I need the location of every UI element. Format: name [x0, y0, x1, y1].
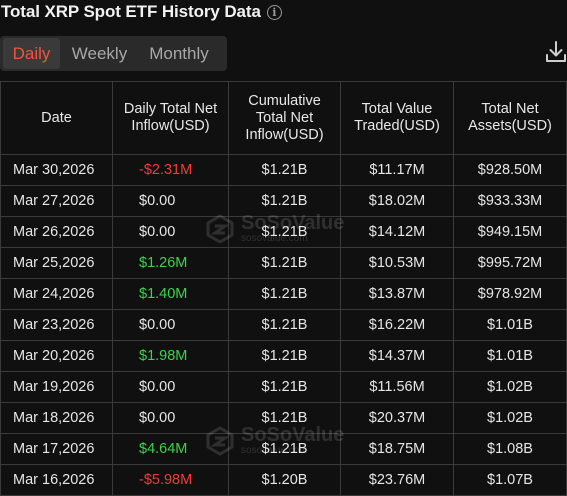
cumulative-inflow-cell: $1.21B	[229, 403, 341, 433]
download-icon[interactable]	[545, 40, 567, 64]
table-row: Mar 17,2026 $4.64M $1.21B $18.75M $1.08B	[0, 434, 567, 465]
value-traded-cell: $20.37M	[341, 403, 454, 433]
date-cell: Mar 26,2026	[0, 217, 113, 247]
tab-weekly[interactable]: Weekly	[71, 43, 128, 63]
daily-inflow-cell: $0.00	[113, 403, 229, 433]
net-assets-cell: $1.01B	[454, 310, 567, 340]
value-traded-cell: $14.37M	[341, 341, 454, 371]
net-assets-cell: $978.92M	[454, 279, 567, 309]
net-assets-cell: $933.33M	[454, 186, 567, 216]
cumulative-inflow-cell: $1.21B	[229, 310, 341, 340]
date-cell: Mar 23,2026	[0, 310, 113, 340]
cumulative-inflow-cell: $1.21B	[229, 372, 341, 402]
tab-monthly[interactable]: Monthly	[149, 43, 209, 63]
table-row: Mar 25,2026 $1.26M $1.21B $10.53M $995.72M	[0, 248, 567, 279]
page-title: Total XRP Spot ETF History Data	[1, 2, 261, 21]
date-cell: Mar 18,2026	[0, 403, 113, 433]
value-traded-cell: $23.76M	[341, 465, 454, 495]
value-traded-cell: $18.75M	[341, 434, 454, 464]
table-row: Mar 19,2026 $0.00 $1.21B $11.56M $1.02B	[0, 372, 567, 403]
table-row: Mar 26,2026 $0.00 $1.21B $14.12M $949.15M	[0, 217, 567, 248]
daily-inflow-cell: $0.00	[113, 186, 229, 216]
date-cell: Mar 25,2026	[0, 248, 113, 278]
table-row: Mar 23,2026 $0.00 $1.21B $16.22M $1.01B	[0, 310, 567, 341]
net-assets-cell: $1.07B	[454, 465, 567, 495]
daily-inflow-cell: $0.00	[113, 217, 229, 247]
column-header-daily-inflow[interactable]: Daily Total Net Inflow(USD)	[113, 82, 229, 154]
net-assets-cell: $995.72M	[454, 248, 567, 278]
table-row: Mar 18,2026 $0.00 $1.21B $20.37M $1.02B	[0, 403, 567, 434]
daily-inflow-cell: $1.26M	[113, 248, 229, 278]
date-cell: Mar 24,2026	[0, 279, 113, 309]
daily-inflow-cell: $1.98M	[113, 341, 229, 371]
daily-inflow-cell: $0.00	[113, 372, 229, 402]
daily-inflow-cell: $1.40M	[113, 279, 229, 309]
cumulative-inflow-cell: $1.21B	[229, 279, 341, 309]
column-header-date[interactable]: Date	[0, 82, 113, 154]
table-row: Mar 27,2026 $0.00 $1.21B $18.02M $933.33M	[0, 186, 567, 217]
date-cell: Mar 17,2026	[0, 434, 113, 464]
date-cell: Mar 16,2026	[0, 465, 113, 495]
net-assets-cell: $928.50M	[454, 155, 567, 185]
daily-inflow-cell: -$5.98M	[113, 465, 229, 495]
etf-history-table: Date Daily Total Net Inflow(USD) Cumulat…	[0, 81, 567, 496]
date-cell: Mar 30,2026	[0, 155, 113, 185]
table-row: Mar 24,2026 $1.40M $1.21B $13.87M $978.92M	[0, 279, 567, 310]
value-traded-cell: $16.22M	[341, 310, 454, 340]
cumulative-inflow-cell: $1.21B	[229, 186, 341, 216]
net-assets-cell: $1.02B	[454, 372, 567, 402]
daily-inflow-cell: -$2.31M	[113, 155, 229, 185]
info-icon[interactable]: i	[266, 4, 282, 20]
net-assets-cell: $1.01B	[454, 341, 567, 371]
date-cell: Mar 19,2026	[0, 372, 113, 402]
cumulative-inflow-cell: $1.21B	[229, 434, 341, 464]
value-traded-cell: $11.56M	[341, 372, 454, 402]
net-assets-cell: $949.15M	[454, 217, 567, 247]
daily-inflow-cell: $4.64M	[113, 434, 229, 464]
value-traded-cell: $14.12M	[341, 217, 454, 247]
daily-inflow-cell: $0.00	[113, 310, 229, 340]
tab-daily[interactable]: Daily	[3, 38, 60, 69]
table-header: Date Daily Total Net Inflow(USD) Cumulat…	[0, 82, 567, 155]
value-traded-cell: $13.87M	[341, 279, 454, 309]
header: Total XRP Spot ETF History Data i	[0, 0, 282, 24]
value-traded-cell: $10.53M	[341, 248, 454, 278]
table-row: Mar 20,2026 $1.98M $1.21B $14.37M $1.01B	[0, 341, 567, 372]
net-assets-cell: $1.02B	[454, 403, 567, 433]
table-row: Mar 30,2026 -$2.31M $1.21B $11.17M $928.50M	[0, 155, 567, 186]
column-header-cumulative-inflow[interactable]: Cumulative Total Net Inflow(USD)	[229, 82, 341, 154]
cumulative-inflow-cell: $1.21B	[229, 341, 341, 371]
table-body: Mar 30,2026 -$2.31M $1.21B $11.17M $928.50M M…	[0, 155, 567, 496]
cumulative-inflow-cell: $1.21B	[229, 217, 341, 247]
column-header-value-traded[interactable]: Total Value Traded(USD)	[341, 82, 454, 154]
date-cell: Mar 27,2026	[0, 186, 113, 216]
period-tabs: Daily Weekly Monthly	[0, 36, 227, 71]
value-traded-cell: $11.17M	[341, 155, 454, 185]
cumulative-inflow-cell: $1.21B	[229, 155, 341, 185]
column-header-net-assets[interactable]: Total Net Assets(USD)	[454, 82, 567, 154]
cumulative-inflow-cell: $1.21B	[229, 248, 341, 278]
value-traded-cell: $18.02M	[341, 186, 454, 216]
net-assets-cell: $1.08B	[454, 434, 567, 464]
date-cell: Mar 20,2026	[0, 341, 113, 371]
cumulative-inflow-cell: $1.20B	[229, 465, 341, 495]
